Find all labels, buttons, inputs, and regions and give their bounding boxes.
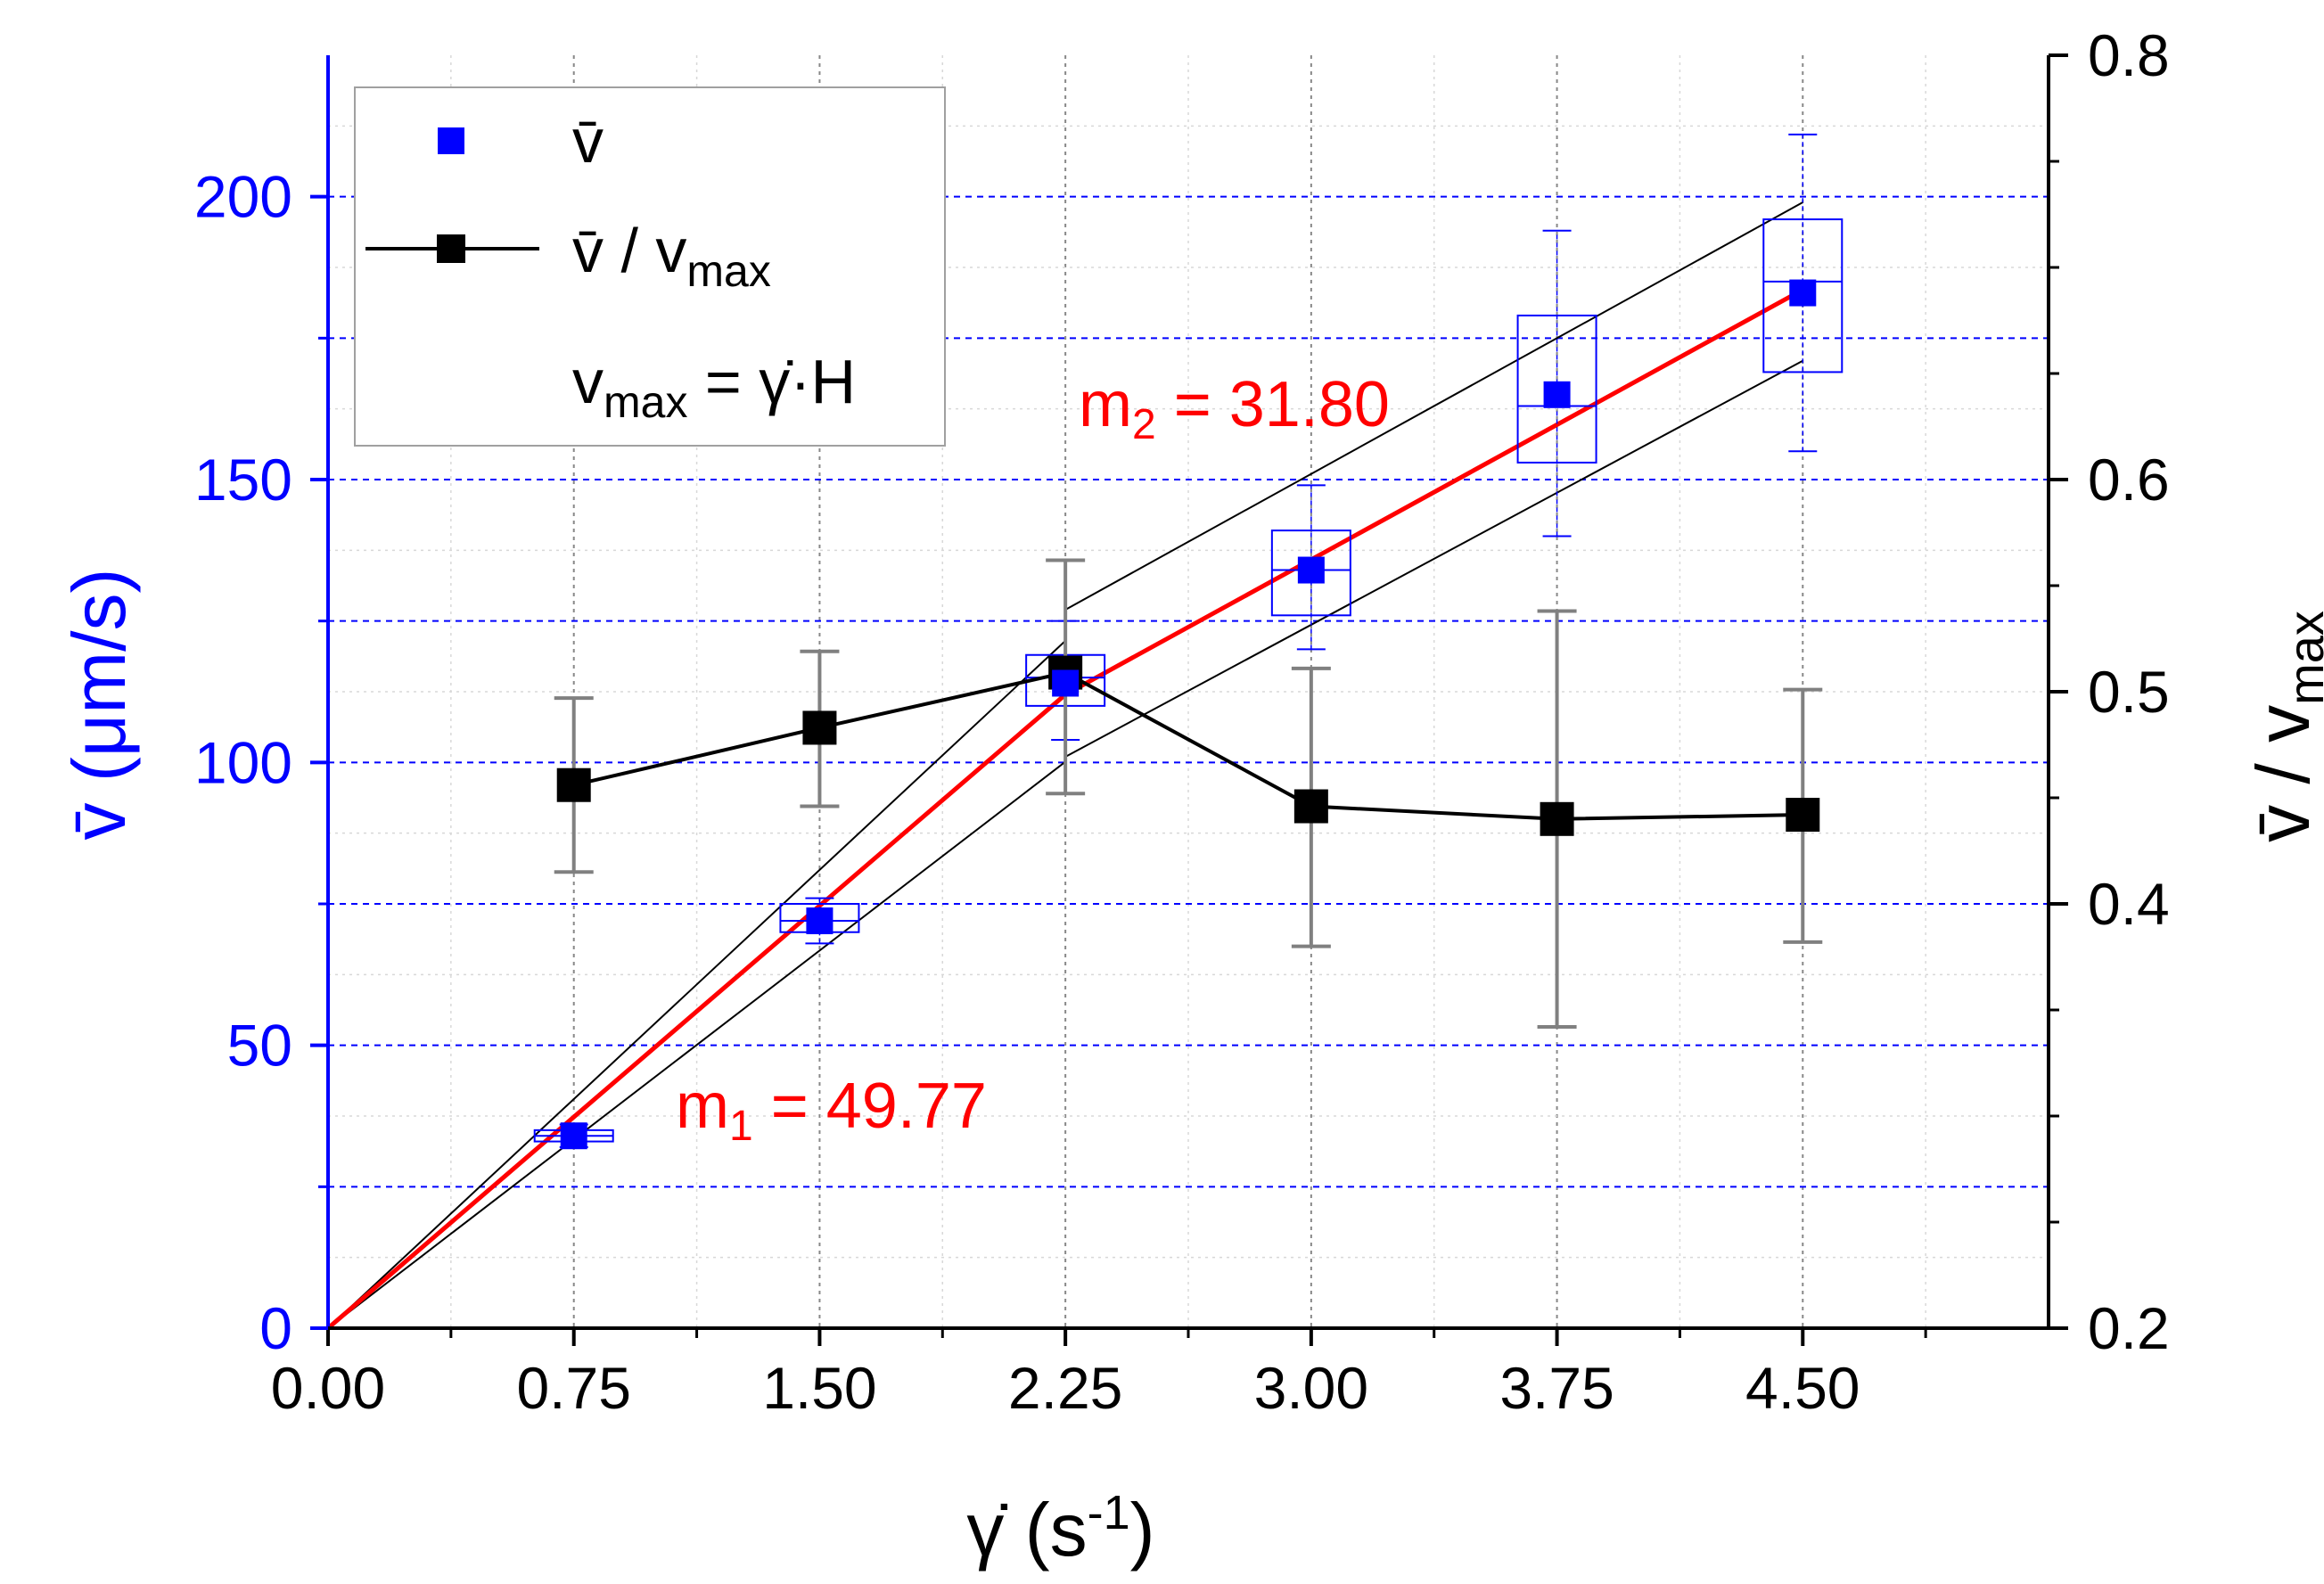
legend-label-ratio: v̄ / vmax [572, 216, 771, 296]
vbar-point-3 [1297, 556, 1325, 584]
y-right-tick-label-0: 0.2 [2088, 1295, 2170, 1361]
legend-marker-vbar [438, 127, 464, 154]
x-axis-title-symbol: γ̇ [966, 1488, 1007, 1572]
fit2-label-sub: 2 [1132, 401, 1156, 448]
fit2-band-lower [1064, 359, 1803, 758]
fit1-label-main: m [676, 1071, 729, 1142]
ratio-point-5 [1786, 798, 1820, 833]
legend-frame [354, 86, 946, 447]
legend-ratio-main: v̄ / v [572, 216, 686, 285]
x-axis-title-rest: (s [1004, 1488, 1087, 1572]
fit2-label-rest: = 31.80 [1156, 369, 1390, 440]
x-tick-label-1: 0.75 [516, 1355, 630, 1421]
vbar-point-5 [1789, 279, 1817, 307]
legend-vmax-tail: ·H [790, 347, 856, 416]
box-vbar-4 [1516, 314, 1597, 464]
legend-vmax-rest: = [687, 347, 759, 416]
y-right-tick-label-4: 0.8 [2088, 22, 2170, 88]
vbar-point-2 [1052, 669, 1080, 697]
y-left-title-symbol: v̄ [57, 803, 141, 841]
vbar-point-0 [560, 1122, 587, 1150]
fit1-label-sub: 1 [729, 1103, 753, 1150]
fit2-label-main: m [1079, 369, 1132, 440]
box-vbar-5 [1762, 218, 1844, 373]
x-tick-label-3: 2.25 [1008, 1355, 1122, 1421]
ratio-point-1 [802, 710, 837, 745]
legend-label-vmax: vmax = γ̇·H [572, 347, 856, 427]
legend-vmax-sub: max [604, 377, 687, 427]
y-left-tick-label-4: 200 [194, 164, 292, 230]
y-left-tick-label-3: 150 [194, 447, 292, 513]
ratio-line [573, 670, 1803, 821]
y-right-tick-label-1: 0.4 [2088, 871, 2170, 937]
y-left-title-rest: (μm/s) [57, 569, 141, 803]
fit-annotation-m1: m1 = 49.77 [676, 1071, 987, 1150]
y-left-tick-label-2: 100 [194, 729, 292, 795]
y-left-tick-label-0: 0 [259, 1295, 292, 1361]
x-tick-label-4: 3.00 [1254, 1355, 1368, 1421]
y-right-title-symbol: v̄ [2241, 805, 2324, 842]
legend-marker-ratio [437, 234, 465, 263]
x-axis-title-close: ) [1130, 1488, 1155, 1572]
y-right-tick-label-3: 0.6 [2088, 447, 2170, 513]
legend-vmax-gamma: γ̇ [759, 347, 793, 416]
y-right-title-sub: max [2278, 611, 2324, 705]
vbar-point-1 [806, 907, 834, 935]
fit2-line [1063, 287, 1804, 697]
box-vbar-3 [1270, 529, 1351, 617]
fit1-band-lower [327, 760, 1066, 1329]
fit2-band-upper [1064, 201, 1803, 611]
ratio-series [554, 558, 1823, 1030]
x-axis-title: γ̇ (s-1) [966, 1486, 1154, 1572]
x-tick-label-2: 1.50 [762, 1355, 876, 1421]
y-left-axis-title: v̄ (μm/s) [57, 569, 141, 841]
fit1-label-rest: = 49.77 [753, 1071, 987, 1142]
vbar-point-4 [1543, 381, 1571, 408]
mean-velocity-series [560, 279, 1817, 1150]
y-right-title-rest: / v [2241, 705, 2324, 805]
fit-lines [326, 201, 1804, 1330]
ratio-point-3 [1293, 789, 1328, 824]
x-tick-label-0: 0.00 [271, 1355, 385, 1421]
fit1-band-upper [327, 640, 1066, 1329]
axes: 0.00 0.75 1.50 2.25 3.00 3.75 4.50 0 50 100 150 200… [194, 22, 2170, 1421]
x-axis-title-sup: -1 [1088, 1486, 1130, 1539]
y-right-tick-label-2: 0.5 [2088, 659, 2170, 725]
legend-ratio-sub: max [686, 246, 770, 296]
fit1-line [326, 693, 1067, 1330]
x-tick-label-6: 4.50 [1745, 1355, 1860, 1421]
y-left-tick-label-1: 50 [227, 1013, 292, 1079]
legend-label-vbar: v̄ [572, 106, 604, 176]
y-right-axis-title: v̄ / vmax [2241, 611, 2324, 842]
legend-vmax-main: v [572, 347, 604, 416]
fit-annotation-m2: m2 = 31.80 [1079, 369, 1390, 448]
legend: v̄ v̄ / vmax vmax = γ̇·H [354, 86, 946, 447]
ratio-point-4 [1540, 801, 1574, 836]
ratio-point-0 [556, 767, 591, 802]
x-tick-label-5: 3.75 [1499, 1355, 1614, 1421]
